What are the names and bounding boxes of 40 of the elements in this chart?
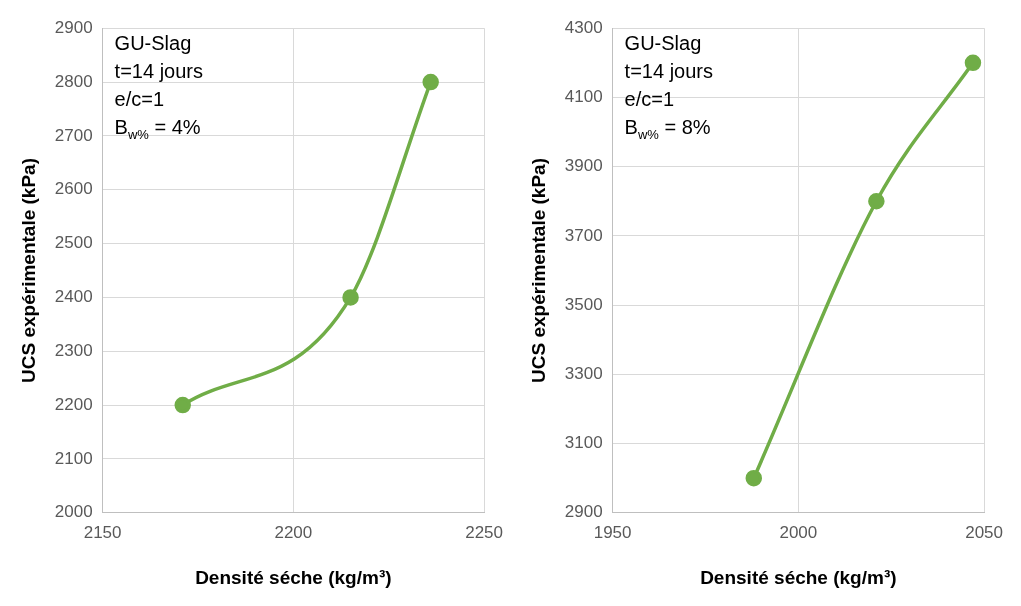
y-tick-label: 3300 bbox=[564, 364, 603, 384]
x-axis-title: Densité séche (kg/m³) bbox=[195, 566, 392, 588]
y-tick-label: 3700 bbox=[564, 225, 603, 245]
annotation: GU-Slag bbox=[624, 32, 702, 55]
y-tick-label: 3500 bbox=[564, 294, 603, 314]
y-tick-label: 4100 bbox=[564, 87, 603, 107]
point bbox=[174, 396, 191, 414]
y-tick-label: 2900 bbox=[564, 502, 603, 522]
y-tick-label: 2400 bbox=[54, 287, 93, 307]
annotation: t=14 jours bbox=[624, 60, 714, 83]
y-tick-label: 4300 bbox=[564, 17, 603, 37]
annotation: t=14 jours bbox=[114, 60, 204, 83]
point bbox=[964, 54, 982, 72]
y-tick-label: 2000 bbox=[54, 502, 93, 522]
point bbox=[422, 73, 439, 91]
point bbox=[745, 469, 763, 487]
y-tick-label: 2900 bbox=[54, 17, 93, 37]
x-tick-label: 2200 bbox=[274, 522, 313, 542]
x-axis-title: Densité séche (kg/m³) bbox=[700, 566, 897, 588]
annotation: e/c=1 bbox=[114, 88, 165, 111]
y-tick-label: 2700 bbox=[54, 125, 93, 145]
x-tick-label: 2250 bbox=[465, 522, 503, 542]
annotation: GU-Slag bbox=[114, 32, 192, 55]
y-tick-label: 2800 bbox=[54, 71, 93, 91]
y-tick-label: 2200 bbox=[54, 394, 93, 414]
point bbox=[868, 193, 885, 210]
x-tick-label: 2050 bbox=[965, 522, 1003, 542]
y-tick-label: 3100 bbox=[564, 433, 603, 453]
y-axis-title: UCS expérimentale (kPa) bbox=[527, 158, 549, 383]
annotation: e/c=1 bbox=[624, 88, 675, 111]
y-axis-title: UCS expérimentale (kPa) bbox=[17, 158, 39, 383]
y-tick-label: 2600 bbox=[54, 179, 93, 199]
point bbox=[342, 289, 359, 306]
y-tick-label: 2500 bbox=[54, 233, 93, 253]
x-tick-label: 1950 bbox=[593, 522, 632, 542]
x-tick-label: 2000 bbox=[779, 522, 818, 542]
y-tick-label: 3900 bbox=[564, 156, 603, 176]
y-tick-label: 2300 bbox=[54, 340, 93, 360]
y-tick-label: 2100 bbox=[54, 448, 93, 468]
x-tick-label: 2150 bbox=[83, 522, 122, 542]
